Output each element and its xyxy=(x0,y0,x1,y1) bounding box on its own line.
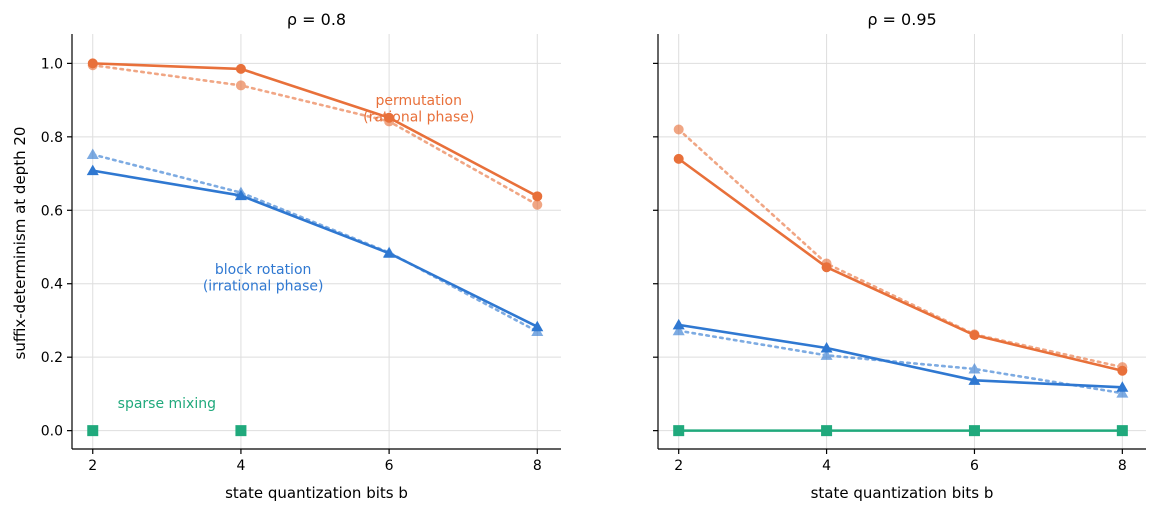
x-tick-label: 8 xyxy=(533,458,542,474)
series-line xyxy=(91,63,539,207)
data-point xyxy=(821,425,833,437)
y-axis-label: suffix-determinism at depth 20 xyxy=(11,127,29,360)
x-tick-label: 2 xyxy=(674,458,683,474)
series-line xyxy=(92,169,538,328)
data-point xyxy=(86,164,99,176)
data-point xyxy=(531,320,544,332)
chart-panel-rho-0.8: 2 4 6 8 0.0 0.2 0.4 0.6 0.8 1.0 ρ = 0.8 state quant… xyxy=(41,10,561,502)
data-point xyxy=(673,425,685,437)
series-block-solid xyxy=(672,318,1129,392)
series-line xyxy=(677,157,1123,373)
y-tick-label: 0.8 xyxy=(41,130,63,146)
annotation-block: block rotation xyxy=(215,262,312,278)
annotation-block: (irrational phase) xyxy=(203,279,324,295)
data-point xyxy=(384,112,395,123)
series-line xyxy=(678,323,1123,389)
data-point xyxy=(234,189,247,201)
series-permutation-solid xyxy=(87,58,543,202)
x-tick-label: 4 xyxy=(822,458,831,474)
series-line xyxy=(677,329,1124,395)
data-point xyxy=(673,153,684,164)
data-point xyxy=(383,247,396,258)
x-tick-label: 6 xyxy=(970,458,979,474)
data-point xyxy=(969,330,980,341)
data-point xyxy=(235,80,246,91)
data-point xyxy=(821,262,832,273)
series-sparse-none xyxy=(87,425,247,437)
series-line xyxy=(92,62,538,198)
x-axis-label: state quantization bits b xyxy=(811,484,994,502)
data-point xyxy=(1116,425,1128,437)
y-tick-label: 0.2 xyxy=(41,350,63,366)
series-block-solid xyxy=(86,164,544,332)
annotation-permutation: (rational phase) xyxy=(363,110,474,126)
chart-panel-rho-0.95: 2 4 6 8 ρ = 0.95 state quantization bits b xyxy=(653,10,1146,502)
series-line xyxy=(91,153,539,333)
data-point xyxy=(1117,365,1128,376)
y-tick-label: 1.0 xyxy=(41,56,63,72)
data-point xyxy=(968,362,981,374)
y-tick-label: 0.6 xyxy=(41,203,63,219)
x-tick-label: 4 xyxy=(236,458,245,474)
data-point xyxy=(672,324,685,336)
data-point xyxy=(86,148,99,159)
series-line xyxy=(677,128,1124,369)
series-block-dotted xyxy=(86,148,544,336)
data-point xyxy=(968,425,980,437)
series-permutation-solid xyxy=(673,153,1128,376)
series-block-dotted xyxy=(672,324,1129,398)
series-sparse-solid xyxy=(673,425,1128,437)
y-tick-label: 0.4 xyxy=(41,277,63,293)
data-point xyxy=(1116,381,1129,392)
data-point xyxy=(673,124,684,135)
data-point xyxy=(820,349,833,360)
data-point xyxy=(235,425,247,437)
data-point xyxy=(87,425,99,437)
data-point xyxy=(820,342,833,353)
x-tick-label: 6 xyxy=(385,458,394,474)
annotation-sparse: sparse mixing xyxy=(118,396,216,412)
chart-title: ρ = 0.8 xyxy=(287,10,346,29)
data-point xyxy=(532,199,543,210)
data-point xyxy=(87,58,98,69)
y-tick-label: 0.0 xyxy=(41,424,63,440)
data-point xyxy=(532,191,543,202)
x-tick-label: 8 xyxy=(1118,458,1127,474)
x-tick-label: 2 xyxy=(88,458,97,474)
data-point xyxy=(968,374,981,385)
data-point xyxy=(235,63,246,74)
data-point xyxy=(672,318,685,330)
data-point xyxy=(1116,387,1129,398)
annotation-permutation: permutation xyxy=(376,93,462,109)
chart-title: ρ = 0.95 xyxy=(867,10,936,29)
series-permutation-dotted xyxy=(87,60,543,210)
x-axis-label: state quantization bits b xyxy=(225,484,408,502)
